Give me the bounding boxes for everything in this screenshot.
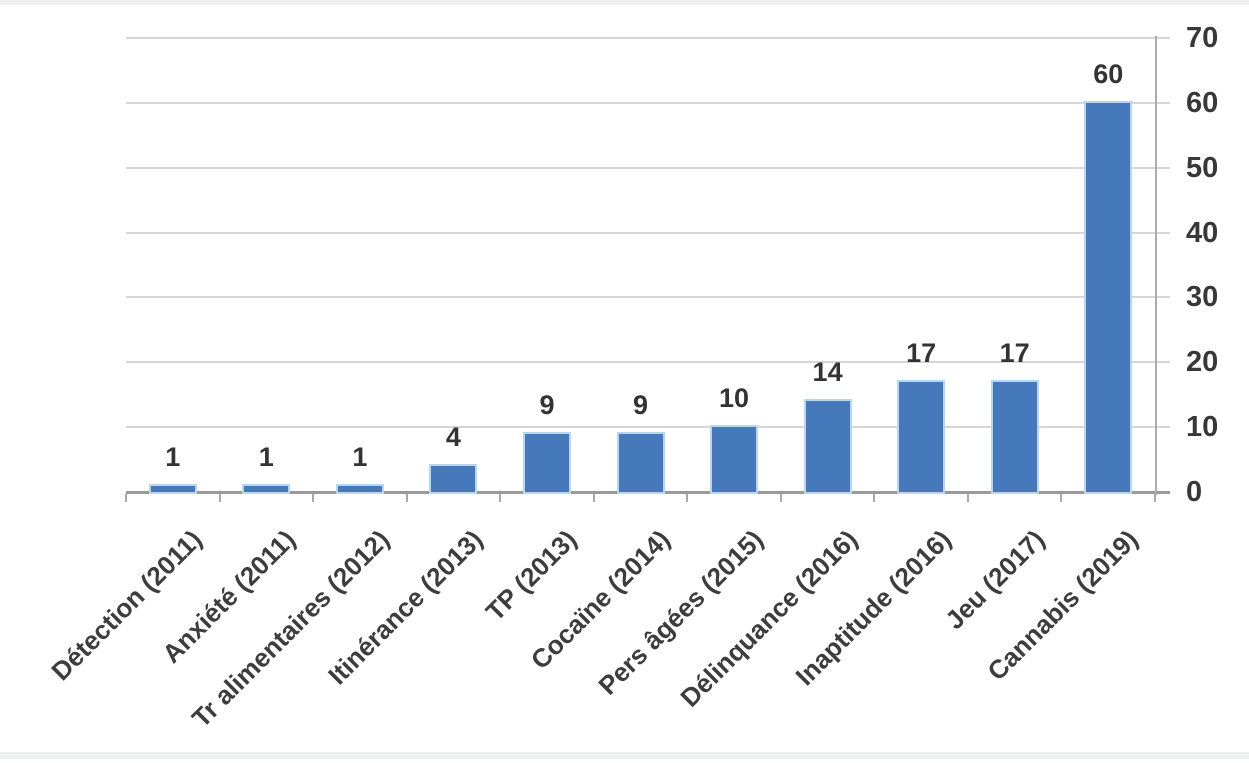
x-axis-tick [499, 494, 502, 502]
y-axis-tick-label: 10 [1186, 411, 1219, 444]
x-axis-tick [218, 494, 221, 502]
y-axis-tick-label: 40 [1186, 216, 1219, 249]
x-axis-tick [1154, 494, 1156, 502]
y-axis-tick-label: 30 [1186, 281, 1219, 314]
bar-value-label: 1 [258, 441, 274, 472]
bar-value-label: 10 [719, 383, 750, 414]
x-axis-category-label: Inaptitude (2016) [789, 524, 957, 692]
bar-9 [990, 379, 1039, 494]
bar-8 [897, 379, 946, 494]
bar-7 [803, 399, 852, 494]
bar-value-label: 14 [812, 357, 843, 388]
bar-value-label: 4 [445, 422, 461, 453]
x-axis-tick [779, 494, 782, 502]
bar-value-label: 1 [165, 441, 181, 472]
x-axis-category-label: Délinquance (2016) [674, 524, 863, 713]
gridline [126, 296, 1170, 299]
x-axis-tick [405, 494, 408, 502]
bar-4 [522, 431, 571, 494]
gridline [126, 166, 1170, 169]
x-axis-tick [966, 494, 969, 502]
gridline [126, 101, 1170, 104]
x-axis-category-label: Pers âgées (2015) [592, 524, 770, 701]
bar-2 [335, 483, 384, 495]
y-axis-tick-label: 0 [1186, 476, 1203, 508]
x-axis-tick [312, 494, 315, 502]
bar-1 [242, 483, 291, 495]
y-axis-line [1155, 36, 1157, 495]
y-axis-tick-label: 60 [1186, 86, 1219, 119]
bar-value-label: 9 [539, 389, 555, 420]
bar-value-label: 17 [906, 337, 937, 368]
x-axis-line [126, 491, 1170, 494]
gridline [126, 37, 1170, 39]
gridline [126, 361, 1170, 364]
bar-value-label: 1 [352, 441, 368, 472]
y-axis-tick-label: 50 [1186, 151, 1219, 184]
x-axis-tick [686, 494, 689, 502]
gridline [126, 231, 1170, 234]
bar-0 [148, 483, 197, 495]
x-axis-tick [125, 494, 127, 502]
x-axis-tick [873, 494, 876, 502]
gridline [126, 426, 1170, 429]
bar-value-label: 9 [632, 389, 649, 420]
bar-10 [1084, 100, 1133, 494]
bar-3 [429, 464, 478, 494]
bar-6 [710, 425, 759, 494]
bar-value-label: 60 [1093, 58, 1124, 89]
x-axis-tick [1060, 494, 1063, 502]
bar-5 [616, 431, 665, 494]
y-axis-tick-label: 20 [1186, 346, 1219, 379]
x-axis-tick [592, 494, 595, 502]
screenshot-top-edge [0, 0, 1249, 5]
screenshot-bottom-edge [0, 752, 1249, 759]
y-axis-tick-label: 70 [1186, 22, 1219, 54]
bar-value-label: 17 [999, 337, 1030, 368]
